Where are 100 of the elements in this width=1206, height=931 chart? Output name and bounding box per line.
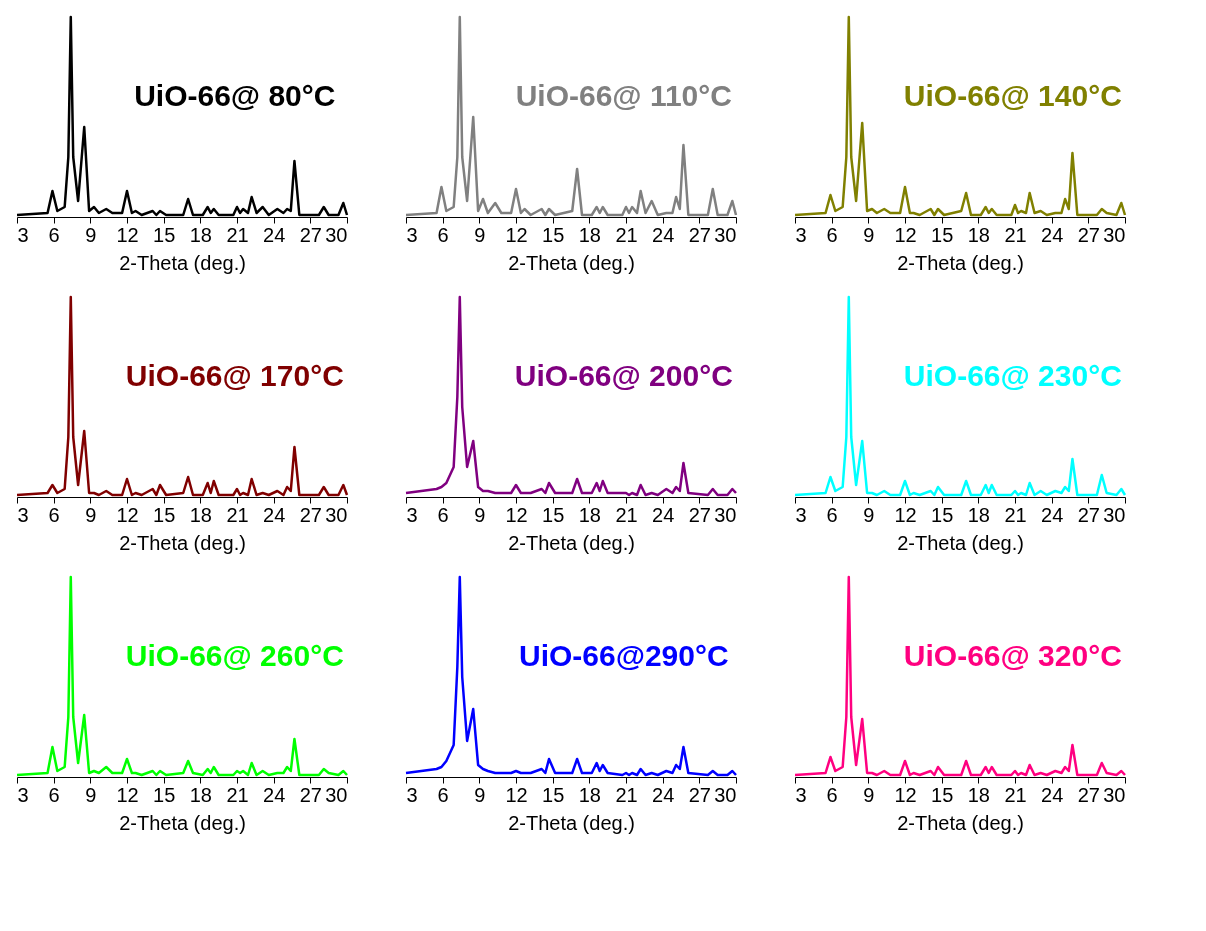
x-tick-label: 12 xyxy=(505,223,528,246)
x-tick-label: 12 xyxy=(505,503,528,526)
x-tick-label: 30 xyxy=(325,783,348,806)
x-tick-label: 18 xyxy=(578,783,601,806)
x-tick-label: 27 xyxy=(688,783,711,806)
x-tick-label: 3 xyxy=(17,783,29,806)
x-tick-label: 9 xyxy=(474,783,486,806)
x-tick-label: 21 xyxy=(615,223,638,246)
x-tick-label: 15 xyxy=(153,783,176,806)
x-tick-label: 15 xyxy=(931,503,954,526)
x-tick-label: 30 xyxy=(714,503,737,526)
x-tick-label: 24 xyxy=(652,783,675,806)
x-tick-label: 27 xyxy=(688,223,711,246)
x-tick-label: 3 xyxy=(17,223,29,246)
x-tick-label: 12 xyxy=(116,783,139,806)
x-tick-label: 12 xyxy=(894,503,917,526)
x-tick-label: 9 xyxy=(85,503,97,526)
x-tick-label: 30 xyxy=(714,783,737,806)
x-tick-label: 27 xyxy=(299,783,322,806)
x-tick-label: 27 xyxy=(1077,503,1100,526)
x-tick-label: 9 xyxy=(863,223,875,246)
x-tick-label: 24 xyxy=(1041,783,1064,806)
x-tick-label: 30 xyxy=(325,503,348,526)
x-tick-label: 21 xyxy=(615,783,638,806)
x-tick-label: 6 xyxy=(826,783,838,806)
x-axis-title: 2-Theta (deg.) xyxy=(119,531,246,554)
x-tick-label: 21 xyxy=(1004,223,1027,246)
x-tick-label: 27 xyxy=(688,503,711,526)
x-tick-label: 30 xyxy=(1103,223,1126,246)
x-axis-title: 2-Theta (deg.) xyxy=(508,251,635,274)
x-tick-label: 12 xyxy=(116,503,139,526)
x-tick-label: 9 xyxy=(863,503,875,526)
x-tick-label: 21 xyxy=(226,223,249,246)
x-tick-label: 24 xyxy=(1041,223,1064,246)
x-tick-label: 27 xyxy=(299,503,322,526)
series-label: UiO-66@ 110°C xyxy=(515,79,732,112)
x-tick-label: 6 xyxy=(826,223,838,246)
x-tick-label: 24 xyxy=(263,503,286,526)
series-label: UiO-66@ 80°C xyxy=(134,79,336,112)
x-tick-label: 3 xyxy=(795,783,807,806)
x-tick-label: 3 xyxy=(406,503,418,526)
x-tick-label: 24 xyxy=(263,783,286,806)
x-tick-label: 15 xyxy=(931,223,954,246)
x-tick-label: 24 xyxy=(652,503,675,526)
x-tick-label: 15 xyxy=(931,783,954,806)
x-tick-label: 18 xyxy=(967,503,990,526)
x-tick-label: 21 xyxy=(1004,503,1027,526)
x-tick-label: 6 xyxy=(48,503,60,526)
x-axis-title: 2-Theta (deg.) xyxy=(897,811,1024,834)
x-tick-label: 6 xyxy=(437,783,449,806)
x-tick-label: 15 xyxy=(153,223,176,246)
x-tick-label: 6 xyxy=(48,783,60,806)
x-tick-label: 6 xyxy=(437,503,449,526)
x-tick-label: 21 xyxy=(226,503,249,526)
x-tick-label: 18 xyxy=(578,223,601,246)
x-axis-title: 2-Theta (deg.) xyxy=(119,811,246,834)
x-tick-label: 9 xyxy=(85,223,97,246)
x-tick-label: 15 xyxy=(542,783,565,806)
x-tick-label: 12 xyxy=(505,783,528,806)
x-tick-label: 6 xyxy=(826,503,838,526)
x-axis-title: 2-Theta (deg.) xyxy=(897,531,1024,554)
x-tick-label: 12 xyxy=(894,223,917,246)
x-tick-label: 30 xyxy=(714,223,737,246)
x-tick-label: 18 xyxy=(578,503,601,526)
x-tick-label: 24 xyxy=(652,223,675,246)
x-tick-label: 9 xyxy=(474,223,486,246)
x-axis-title: 2-Theta (deg.) xyxy=(508,531,635,554)
x-tick-label: 30 xyxy=(1103,503,1126,526)
x-axis-title: 2-Theta (deg.) xyxy=(897,251,1024,274)
x-tick-label: 27 xyxy=(299,223,322,246)
x-tick-label: 6 xyxy=(48,223,60,246)
x-tick-label: 30 xyxy=(325,223,348,246)
x-tick-label: 18 xyxy=(967,223,990,246)
x-tick-label: 18 xyxy=(189,783,212,806)
x-tick-label: 30 xyxy=(1103,783,1126,806)
x-axis-title: 2-Theta (deg.) xyxy=(119,251,246,274)
x-tick-label: 9 xyxy=(863,783,875,806)
x-tick-label: 12 xyxy=(894,783,917,806)
series-label: UiO-66@ 170°C xyxy=(125,359,344,392)
x-tick-label: 24 xyxy=(263,223,286,246)
series-label: UiO-66@290°C xyxy=(518,639,729,672)
series-label: UiO-66@ 320°C xyxy=(903,639,1122,672)
series-label: UiO-66@ 260°C xyxy=(125,639,344,672)
x-tick-label: 6 xyxy=(437,223,449,246)
x-tick-label: 9 xyxy=(474,503,486,526)
x-tick-label: 27 xyxy=(1077,223,1100,246)
x-tick-label: 3 xyxy=(795,503,807,526)
series-label: UiO-66@ 140°C xyxy=(903,79,1122,112)
x-tick-label: 3 xyxy=(17,503,29,526)
x-tick-label: 3 xyxy=(406,783,418,806)
series-label: UiO-66@ 200°C xyxy=(514,359,733,392)
x-tick-label: 15 xyxy=(542,223,565,246)
series-label: UiO-66@ 230°C xyxy=(903,359,1122,392)
x-tick-label: 21 xyxy=(226,783,249,806)
x-tick-label: 24 xyxy=(1041,503,1064,526)
x-tick-label: 9 xyxy=(85,783,97,806)
x-tick-label: 18 xyxy=(189,503,212,526)
x-tick-label: 27 xyxy=(1077,783,1100,806)
x-tick-label: 15 xyxy=(153,503,176,526)
x-tick-label: 21 xyxy=(615,503,638,526)
